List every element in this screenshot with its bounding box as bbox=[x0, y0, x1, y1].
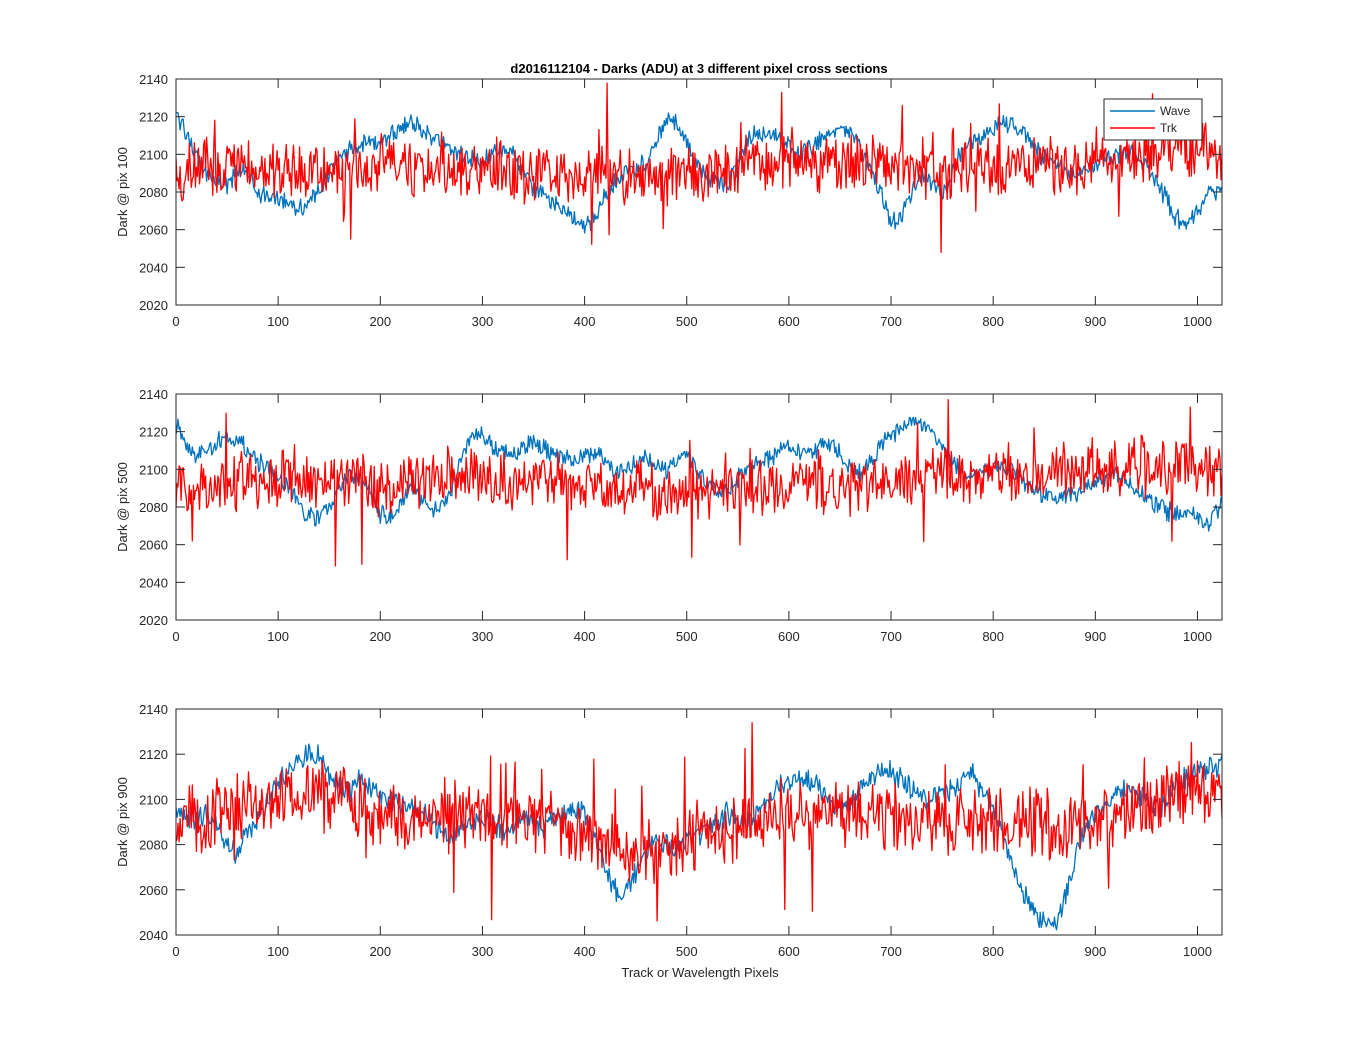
y-tick-label: 2020 bbox=[139, 298, 168, 313]
x-tick-label: 0 bbox=[172, 944, 179, 959]
y-tick-label: 2040 bbox=[139, 260, 168, 275]
y-tick-label: 2040 bbox=[139, 928, 168, 943]
x-tick-label: 700 bbox=[880, 944, 902, 959]
x-tick-label: 100 bbox=[267, 944, 289, 959]
x-tick-label: 600 bbox=[778, 629, 800, 644]
x-tick-label: 200 bbox=[369, 314, 391, 329]
legend-box bbox=[1103, 98, 1203, 141]
y-tick-label: 2060 bbox=[139, 538, 168, 553]
x-tick-label: 800 bbox=[982, 314, 1004, 329]
y-tick-label: 2140 bbox=[139, 702, 168, 717]
x-tick-label: 0 bbox=[172, 314, 179, 329]
x-tick-label: 600 bbox=[778, 944, 800, 959]
y-tick-label: 2120 bbox=[139, 425, 168, 440]
y-tick-label: 2120 bbox=[139, 110, 168, 125]
series-line-trk bbox=[176, 82, 1222, 254]
x-tick-label: 200 bbox=[369, 944, 391, 959]
x-tick-label: 0 bbox=[172, 629, 179, 644]
x-tick-label: 600 bbox=[778, 314, 800, 329]
y-tick-label: 2100 bbox=[139, 147, 168, 162]
y-tick-label: 2060 bbox=[139, 223, 168, 238]
x-tick-label: 900 bbox=[1084, 314, 1106, 329]
x-tick-label: 100 bbox=[267, 314, 289, 329]
x-tick-label: 900 bbox=[1084, 629, 1106, 644]
y-tick-label: 2080 bbox=[139, 500, 168, 515]
panel-3: 0 100 200 300 400 500 600 700 800 900 1000 2040 2060… bbox=[115, 702, 1223, 980]
y-tick-label: 2120 bbox=[139, 747, 168, 762]
y-tick-label: 2060 bbox=[139, 883, 168, 898]
x-tick-label: 1000 bbox=[1183, 314, 1212, 329]
figure-title: d2016112104 - Darks (ADU) at 3 different… bbox=[510, 61, 887, 76]
x-axis-label: Track or Wavelength Pixels bbox=[621, 965, 779, 980]
series-line-trk bbox=[176, 722, 1222, 922]
x-tick-label: 400 bbox=[574, 944, 596, 959]
x-tick-label: 400 bbox=[574, 314, 596, 329]
panel-2: 0 100 200 300 400 500 600 700 800 900 1000 2020 2040… bbox=[115, 387, 1223, 644]
legend-label-trk: Trk bbox=[1160, 121, 1178, 135]
axes-box bbox=[175, 708, 1223, 936]
x-tick-label: 1000 bbox=[1183, 629, 1212, 644]
plot-area bbox=[176, 709, 1222, 935]
x-tick-label: 500 bbox=[676, 944, 698, 959]
x-tick-label: 100 bbox=[267, 629, 289, 644]
y-axis-label: Dark @ pix 900 bbox=[115, 777, 130, 867]
y-tick-label: 2140 bbox=[139, 72, 168, 87]
y-tick-label: 2080 bbox=[139, 838, 168, 853]
x-tick-label: 300 bbox=[472, 629, 494, 644]
x-tick-label: 500 bbox=[676, 314, 698, 329]
legend: Wave Trk bbox=[1103, 98, 1203, 141]
x-tick-label: 700 bbox=[880, 314, 902, 329]
y-axis-label: Dark @ pix 100 bbox=[115, 147, 130, 237]
series-line-trk bbox=[176, 399, 1222, 567]
y-axis-label: Dark @ pix 500 bbox=[115, 462, 130, 552]
y-tick-label: 2100 bbox=[139, 792, 168, 807]
y-tick-label: 2040 bbox=[139, 575, 168, 590]
x-tick-label: 700 bbox=[880, 629, 902, 644]
y-tick-label: 2100 bbox=[139, 462, 168, 477]
x-tick-label: 1000 bbox=[1183, 944, 1212, 959]
legend-label-wave: Wave bbox=[1160, 104, 1191, 118]
x-tick-label: 500 bbox=[676, 629, 698, 644]
x-tick-label: 900 bbox=[1084, 944, 1106, 959]
panel-1: 0 100 200 300 400 500 600 700 800 900 1000 2020 2040… bbox=[115, 72, 1223, 329]
x-tick-label: 400 bbox=[574, 629, 596, 644]
y-tick-label: 2140 bbox=[139, 387, 168, 402]
x-tick-label: 200 bbox=[369, 629, 391, 644]
y-tick-label: 2080 bbox=[139, 185, 168, 200]
x-tick-label: 800 bbox=[982, 944, 1004, 959]
x-tick-label: 300 bbox=[472, 314, 494, 329]
y-tick-label: 2020 bbox=[139, 613, 168, 628]
plot-area bbox=[176, 79, 1222, 305]
x-tick-label: 300 bbox=[472, 944, 494, 959]
x-tick-label: 800 bbox=[982, 629, 1004, 644]
